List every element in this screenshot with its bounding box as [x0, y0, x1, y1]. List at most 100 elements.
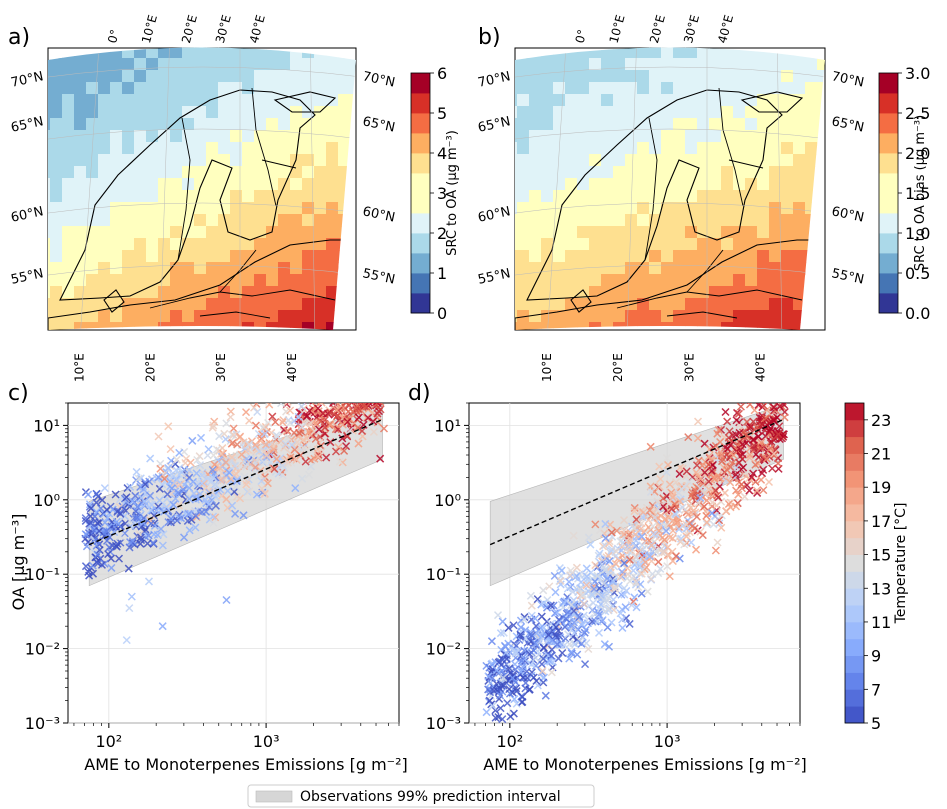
- scatter-point: [508, 673, 517, 683]
- map-cell: [62, 58, 75, 71]
- map-cell: [48, 322, 51, 330]
- map-cell: [242, 334, 255, 347]
- map-cell: [110, 70, 123, 83]
- scatter-point: [230, 487, 239, 496]
- map-cell: [745, 70, 758, 83]
- map-cell: [230, 238, 243, 251]
- map-cell: [661, 262, 674, 275]
- map-cell: [745, 166, 758, 179]
- map-cell: [553, 298, 566, 311]
- map-cell: [541, 214, 554, 227]
- scatter-point: [144, 577, 154, 586]
- map-cell: [218, 334, 231, 347]
- scatter-point: [265, 390, 272, 397]
- map-cell: [697, 334, 710, 347]
- scatter-point: [210, 460, 219, 469]
- scatter-point: [557, 566, 566, 575]
- map-cell: [326, 322, 339, 330]
- legend-label: Observations 99% prediction interval: [300, 789, 561, 805]
- map-cell: [254, 190, 267, 203]
- map-cell: [314, 190, 327, 203]
- map-cell: [577, 202, 590, 215]
- map-cell: [110, 214, 123, 227]
- scatter-point: [173, 516, 182, 525]
- map-cell: [625, 118, 638, 131]
- map-cell: [757, 286, 770, 299]
- scatter-point: [355, 395, 362, 402]
- map-cell: [242, 202, 255, 215]
- map-cell: [637, 154, 650, 167]
- scatter-point: [297, 422, 306, 431]
- scatter-point: [295, 428, 304, 437]
- map-cell: [601, 262, 614, 275]
- colorbar-segment: [879, 233, 898, 254]
- scatter-point: [147, 519, 156, 528]
- map-cell: [242, 226, 255, 239]
- map-cell: [649, 58, 662, 71]
- map-cell: [338, 118, 351, 131]
- map-cell: [242, 106, 255, 119]
- map-cell: [50, 106, 63, 119]
- map-cell: [62, 118, 75, 131]
- scatter-point: [656, 564, 665, 573]
- map-cell: [613, 47, 626, 59]
- scatter-point: [568, 587, 577, 596]
- panel-label-a: a): [8, 25, 30, 50]
- scatter-point: [572, 563, 581, 572]
- scatter-point: [160, 474, 169, 483]
- scatter-point: [627, 543, 636, 552]
- scatter-point: [353, 403, 362, 406]
- scatter-point: [539, 586, 548, 595]
- map-cell: [362, 250, 375, 263]
- map-cell: [721, 238, 734, 251]
- map-cell: [817, 58, 825, 71]
- map-cell: [362, 154, 375, 167]
- scatter-point: [761, 414, 770, 423]
- scatter-point: [625, 619, 634, 628]
- scatter-point: [292, 455, 301, 464]
- map-cell: [805, 130, 818, 143]
- scatter-point: [127, 592, 136, 601]
- scatter-point: [612, 547, 621, 556]
- colorbar-tick-label: 0.0: [905, 304, 930, 323]
- map-cell: [230, 178, 243, 191]
- map-cell: [721, 130, 734, 143]
- scatter-point: [353, 423, 362, 432]
- map-cell: [170, 238, 183, 251]
- map-cell: [685, 334, 698, 347]
- map-cell: [637, 214, 650, 227]
- map-cell: [515, 322, 518, 330]
- map-cell: [685, 106, 698, 119]
- map-cell: [745, 202, 758, 215]
- map-cell: [613, 334, 626, 347]
- scatter-point: [146, 454, 155, 463]
- scatter-point: [667, 504, 676, 513]
- colorbar-segment: [879, 253, 898, 274]
- colorbar-segment: [879, 93, 898, 114]
- map-cell: [817, 94, 825, 107]
- scatter-point: [604, 642, 614, 651]
- map-cell: [515, 286, 518, 299]
- scatter-point: [313, 445, 322, 454]
- scatter-point: [516, 630, 525, 639]
- map-cell: [733, 214, 746, 227]
- map-cell: [553, 118, 566, 131]
- scatter-point: [512, 699, 521, 708]
- map-cell: [326, 250, 339, 263]
- map-cell: [625, 226, 638, 239]
- scatter-point: [133, 513, 142, 522]
- map-cell: [134, 334, 147, 347]
- map-cell: [709, 142, 722, 155]
- scatter-point: [104, 550, 113, 559]
- scatter-point: [295, 385, 302, 392]
- scatter-point: [286, 406, 295, 415]
- map-cell: [613, 58, 626, 71]
- map-cell: [589, 82, 602, 95]
- map-cell: [62, 310, 75, 323]
- panel-label-c: c): [8, 381, 29, 406]
- scatter-point: [662, 454, 671, 463]
- scatter-point: [593, 571, 602, 580]
- scatter-point: [653, 497, 662, 506]
- scatter-point: [158, 622, 167, 631]
- map-cell: [589, 202, 602, 215]
